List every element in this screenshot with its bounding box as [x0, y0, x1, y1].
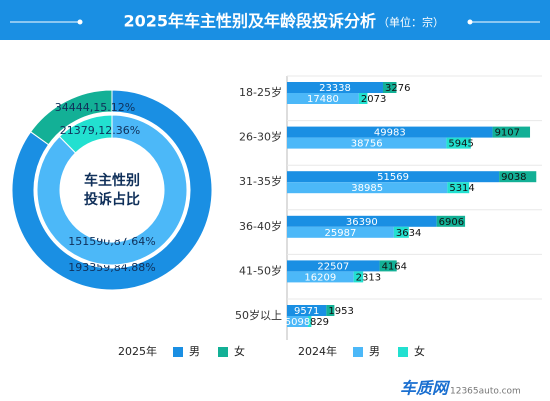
legend-swatch [218, 347, 228, 357]
legend-label: 男 [189, 345, 200, 358]
bar [287, 82, 383, 93]
bar-label: 5945 [448, 139, 473, 150]
bar-label: 4164 [382, 261, 407, 272]
y-tick-label: 31-35岁 [239, 174, 282, 188]
bar-label: 38985 [351, 183, 383, 194]
y-tick-label: 36-40岁 [239, 219, 282, 233]
bar [358, 93, 368, 104]
donut-segment [11, 89, 213, 291]
legend-label: 女 [234, 344, 245, 358]
bar [492, 126, 531, 138]
bar [287, 226, 394, 238]
bar-label: 51569 [377, 172, 409, 183]
donut-label: 21379,12.36% [60, 124, 140, 137]
bar [326, 305, 335, 316]
y-tick-label: 26-30岁 [239, 130, 282, 144]
legend-group: 2024年 [298, 344, 337, 358]
donut-label: 34444,15.12% [55, 101, 135, 114]
bar [353, 271, 364, 283]
bar [393, 226, 409, 238]
bar-label: 16209 [304, 272, 336, 283]
donut-segment [29, 89, 113, 146]
bar-label: 5314 [449, 183, 474, 194]
legend-swatch [398, 347, 408, 357]
bar-label: 25987 [325, 228, 357, 239]
bar [287, 171, 500, 183]
bar-label: 5098 [285, 317, 310, 328]
center-label: 车主性别 [84, 172, 140, 189]
watermark-url: 12365auto.com [450, 387, 521, 397]
bar-label: 17480 [307, 94, 339, 105]
bar-label: 38756 [351, 139, 383, 150]
bar [287, 126, 493, 138]
bar [287, 93, 359, 104]
header [0, 0, 550, 40]
bar-label: 36390 [346, 217, 378, 228]
header-deco [77, 19, 83, 25]
legend-label: 女 [414, 344, 425, 358]
watermark: 车质网 [400, 379, 451, 398]
bar [287, 260, 380, 272]
y-tick-label: 18-25岁 [239, 85, 282, 99]
donut-label: 193359,84.88% [68, 261, 155, 274]
title: 2025年车主性别及年龄段投诉分析 [123, 12, 376, 31]
bar-label: 6906 [439, 217, 464, 228]
bar-label: 1953 [328, 306, 353, 317]
bar-label: 9038 [501, 172, 526, 183]
bar-label: 3276 [385, 83, 410, 94]
bar-label: 2313 [356, 272, 381, 283]
bar [287, 137, 447, 149]
legend-swatch [173, 347, 183, 357]
bar [287, 316, 308, 327]
center-label: 投诉占比 [84, 191, 140, 208]
bar-label: 9107 [495, 128, 520, 139]
bar [446, 137, 471, 149]
unit: （单位：宗） [378, 15, 444, 29]
bar [382, 82, 397, 93]
legend-swatch [353, 347, 363, 357]
donut-center [62, 140, 162, 240]
bar-label: 9571 [294, 306, 319, 317]
bar-label: 3634 [396, 228, 421, 239]
bar-label: 2073 [361, 94, 386, 105]
y-tick-label: 41-50岁 [239, 263, 282, 277]
header-deco [467, 19, 473, 25]
bar [447, 182, 470, 194]
legend-label: 男 [369, 345, 380, 358]
bar [307, 316, 312, 327]
bar-label: 23338 [319, 83, 351, 94]
bar [287, 271, 354, 283]
bar-label: 49983 [374, 128, 406, 139]
bar [379, 260, 397, 272]
y-tick-label: 50岁以上 [235, 308, 282, 322]
donut-segment [58, 114, 113, 154]
legend-group: 2025年 [118, 344, 157, 358]
bar [287, 215, 437, 227]
donut-label: 151590,87.64% [68, 235, 155, 248]
bar [499, 171, 537, 183]
bar [436, 215, 466, 227]
bar [287, 305, 327, 316]
bar [287, 182, 448, 194]
bar-label: 22507 [317, 261, 349, 272]
bar-label: 829 [310, 317, 329, 328]
